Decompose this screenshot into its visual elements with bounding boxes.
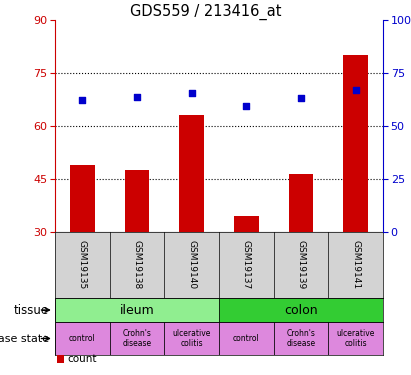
Bar — [70, 165, 95, 232]
Point — [79, 96, 85, 102]
Text: count: count — [67, 354, 97, 364]
Point — [188, 90, 195, 96]
Text: ileum: ileum — [120, 303, 155, 316]
Text: GDS559 / 213416_at: GDS559 / 213416_at — [130, 4, 281, 20]
Text: Crohn's
disease: Crohn's disease — [286, 329, 316, 348]
Bar — [55, 298, 219, 322]
Text: tissue: tissue — [14, 303, 49, 316]
Text: control: control — [233, 334, 260, 343]
Bar — [343, 56, 368, 232]
Bar — [219, 322, 274, 355]
Text: GSM19137: GSM19137 — [242, 240, 251, 290]
Bar — [219, 298, 383, 322]
Text: Crohn's
disease: Crohn's disease — [122, 329, 152, 348]
Text: ulcerative
colitis: ulcerative colitis — [337, 329, 375, 348]
Text: ulcerative
colitis: ulcerative colitis — [173, 329, 211, 348]
Point — [298, 96, 304, 102]
Text: GSM19140: GSM19140 — [187, 240, 196, 290]
Text: GSM19138: GSM19138 — [132, 240, 141, 290]
Text: GSM19135: GSM19135 — [78, 240, 87, 290]
Text: GSM19139: GSM19139 — [296, 240, 305, 290]
Bar — [55, 322, 110, 355]
Bar — [125, 170, 149, 232]
Bar — [328, 322, 383, 355]
Point — [352, 87, 359, 93]
Bar — [164, 322, 219, 355]
Bar — [179, 116, 204, 232]
Text: disease state: disease state — [0, 333, 49, 344]
Bar — [57, 355, 65, 363]
Bar — [289, 174, 313, 232]
Bar — [110, 322, 164, 355]
Bar — [274, 322, 328, 355]
Point — [243, 103, 249, 109]
Bar — [234, 216, 259, 232]
Point — [134, 94, 140, 100]
Text: control: control — [69, 334, 96, 343]
Text: GSM19141: GSM19141 — [351, 240, 360, 290]
Text: colon: colon — [284, 303, 318, 316]
